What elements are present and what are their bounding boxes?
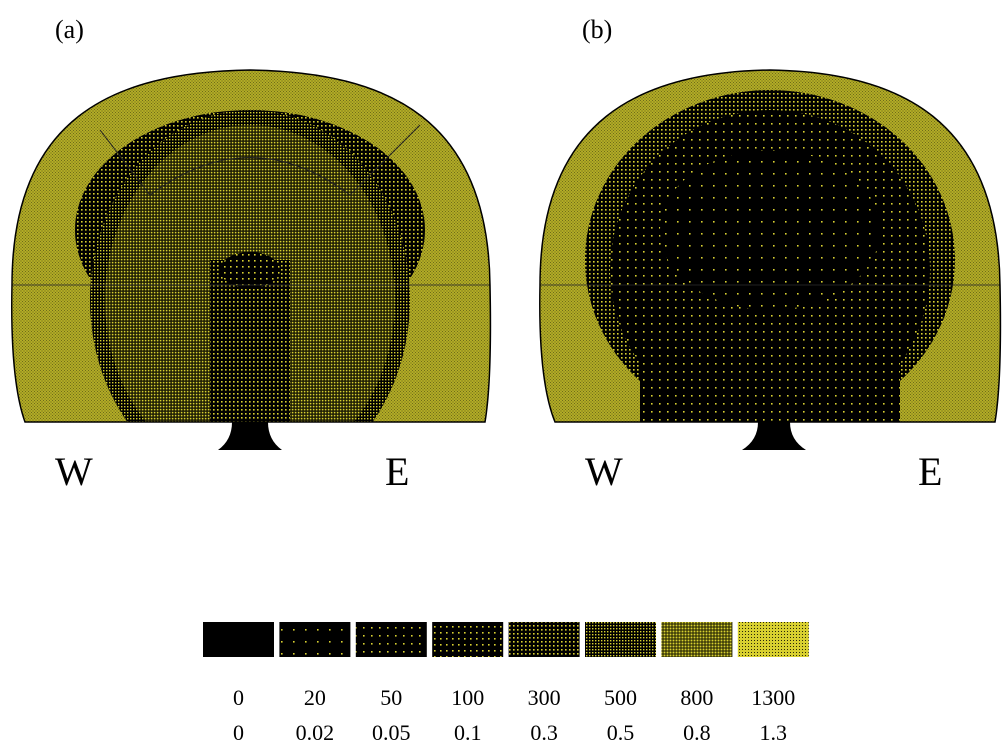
legend-swatch [432,622,504,657]
panel-label: (b) [582,15,612,44]
legend-value: 0.05 [372,720,411,745]
legend-value: 0.02 [296,720,335,745]
panel-b: (b) W E [539,15,1002,494]
legend-value: 300 [528,685,561,710]
legend: 0 0 20 0.02 50 0.05 100 0.1 300 0.3 500 0.5 800 0.8 13… [203,622,809,745]
west-label: W [55,449,93,494]
west-label: W [585,449,623,494]
legend-swatch [508,622,580,657]
legend-swatch [661,622,733,657]
legend-value: 0.1 [454,720,482,745]
legend-swatch [203,622,274,657]
legend-swatch [585,622,656,657]
east-label: E [918,449,942,494]
legend-swatch [279,622,351,657]
legend-value: 50 [380,685,402,710]
legend-value: 1300 [751,685,795,710]
legend-value: 1.3 [760,720,788,745]
legend-value: 100 [451,685,484,710]
legend-value: 500 [604,685,637,710]
legend-value: 800 [680,685,713,710]
legend-value: 0.3 [530,720,558,745]
legend-value: 0.5 [607,720,635,745]
legend-value: 0 [233,720,244,745]
legend-swatch [355,622,427,657]
panel-label: (a) [55,15,84,44]
legend-value: 0 [233,685,244,710]
legend-value: 0.8 [683,720,711,745]
panel-a: (a) W E [11,15,492,494]
legend-swatch [737,622,809,657]
legend-value: 20 [304,685,326,710]
east-label: E [385,449,409,494]
